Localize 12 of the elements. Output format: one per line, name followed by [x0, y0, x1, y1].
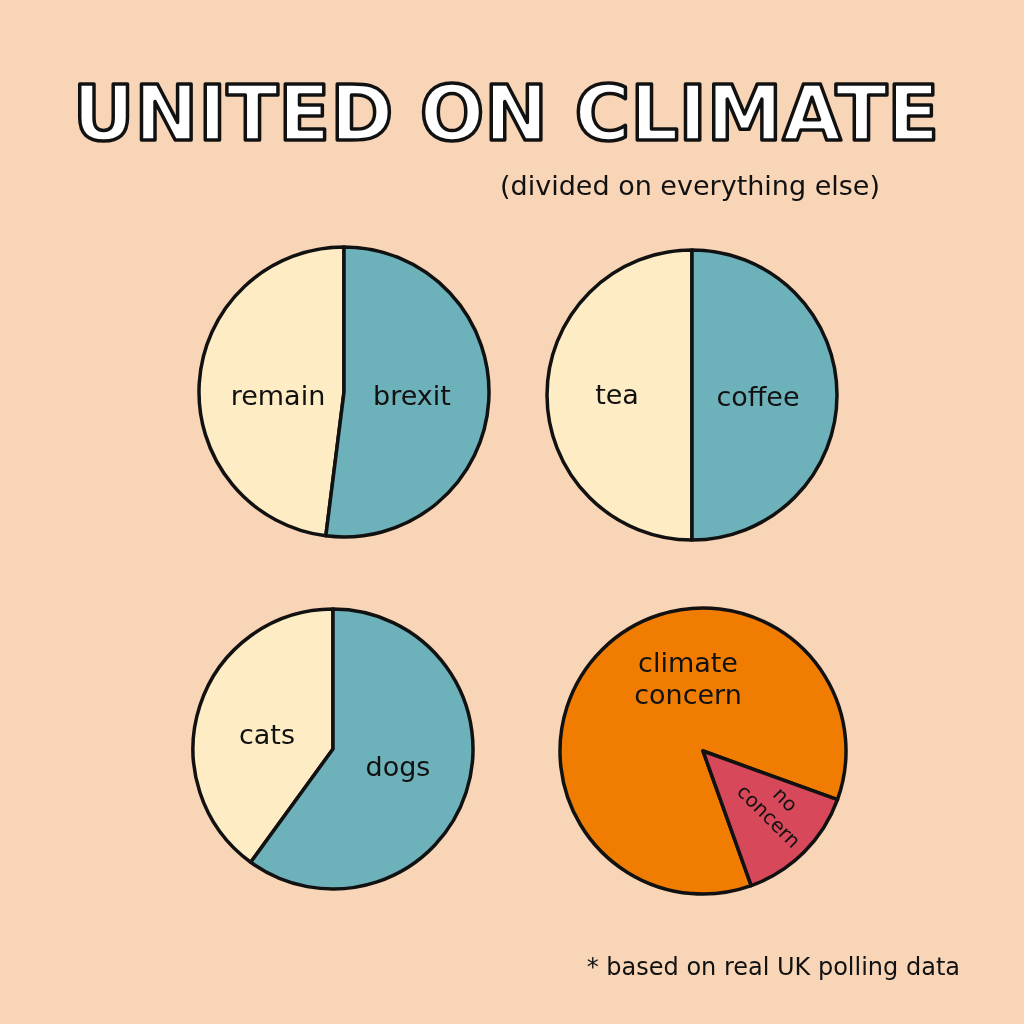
- text: (divided on everything else): [500, 170, 880, 201]
- slice-label: dogs: [365, 751, 431, 782]
- text: * based on real UK polling data: [586, 953, 960, 981]
- slice-label: climate concern: [634, 647, 742, 710]
- pie-slice: [558, 606, 848, 896]
- slice-label: remain: [230, 380, 326, 411]
- pie-slice: [701, 749, 840, 888]
- slice-label: cats: [238, 719, 296, 750]
- slice-label: coffee: [716, 381, 800, 412]
- text: UNITED ON CLIMATE: [72, 69, 940, 158]
- slice-label: tea: [595, 379, 639, 410]
- slice-label: brexit: [373, 380, 451, 411]
